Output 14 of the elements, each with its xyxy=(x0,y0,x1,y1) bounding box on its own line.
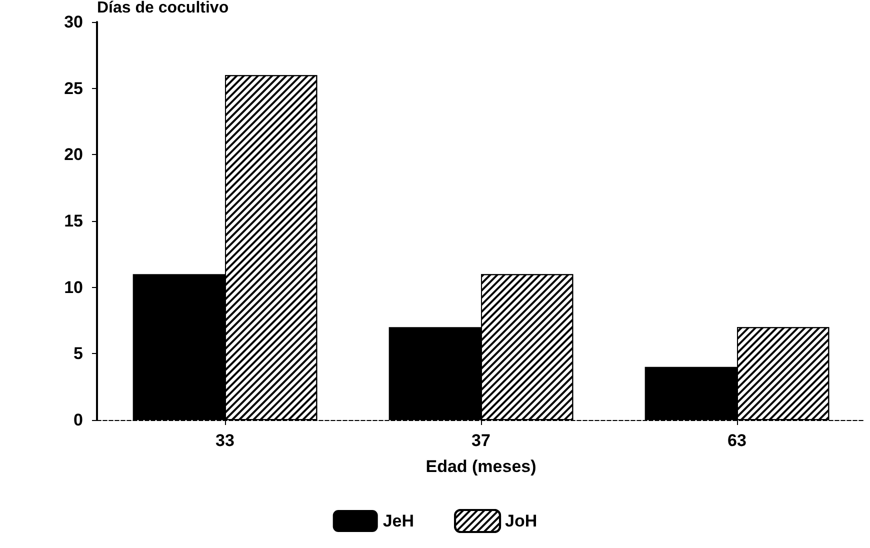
y-tick-label: 0 xyxy=(74,410,83,430)
y-tick-label: 10 xyxy=(64,278,83,297)
y-tick-label: 25 xyxy=(64,78,83,98)
y-tick-label: 20 xyxy=(64,145,83,164)
x-axis-title: Edad (meses) xyxy=(426,457,536,476)
y-tick-label: 15 xyxy=(64,212,83,230)
legend-label: JeH xyxy=(382,512,414,530)
x-tick-label: 37 xyxy=(472,431,490,450)
x-tick-label: 63 xyxy=(728,431,746,450)
y-tick-label: 5 xyxy=(74,344,83,364)
legend-label: JoH xyxy=(505,512,538,530)
y-tick-label: 30 xyxy=(64,12,83,32)
x-tick-label: 33 xyxy=(216,431,234,450)
y-axis-title: Días de cocultivo xyxy=(97,0,229,16)
